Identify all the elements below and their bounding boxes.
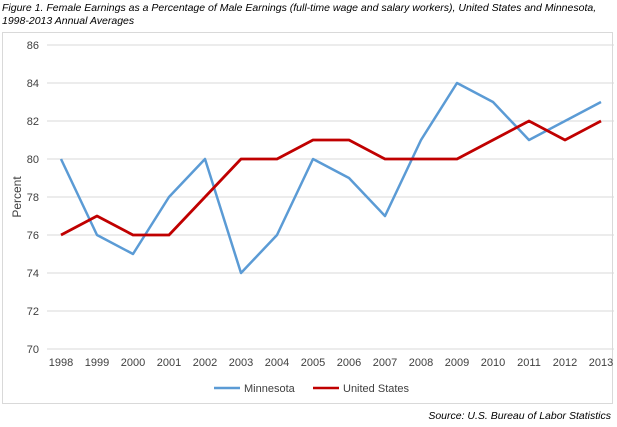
x-tick-label: 2001 [157, 357, 181, 369]
line-chart: 70 72 74 76 78 80 82 84 86 1998 1999 2000 2001 2002 2… [10, 40, 614, 395]
y-tick-label: 70 [27, 344, 39, 356]
y-tick-labels: 70 72 74 76 78 80 82 84 86 [27, 40, 39, 356]
x-tick-label: 2010 [481, 357, 505, 369]
figure-title: Figure 1. Female Earnings as a Percentag… [2, 2, 614, 28]
x-tick-label: 2000 [121, 357, 145, 369]
legend: Minnesota United States [214, 383, 410, 395]
y-axis-label: Percent [10, 176, 24, 218]
x-tick-label: 2009 [445, 357, 469, 369]
x-tick-labels: 1998 1999 2000 2001 2002 2003 2004 2005 2006 2007… [49, 357, 613, 369]
x-tick-label: 2013 [589, 357, 613, 369]
y-tick-label: 72 [27, 306, 39, 318]
x-tick-label: 2007 [373, 357, 397, 369]
y-tick-label: 76 [27, 230, 39, 242]
y-tick-label: 80 [27, 154, 39, 166]
x-tick-label: 2008 [409, 357, 433, 369]
figure-title-line-1: Figure 1. Female Earnings as a Percentag… [2, 2, 597, 14]
legend-label: Minnesota [244, 383, 296, 395]
y-tick-label: 84 [27, 78, 39, 90]
x-tick-label: 2012 [553, 357, 577, 369]
x-tick-label: 1998 [49, 357, 73, 369]
series-lines [59, 81, 602, 275]
y-tick-label: 78 [27, 192, 39, 204]
legend-label: United States [343, 383, 410, 395]
y-tick-label: 86 [27, 40, 39, 52]
x-tick-label: 1999 [85, 357, 109, 369]
x-tick-label: 2003 [229, 357, 253, 369]
x-tick-label: 2006 [337, 357, 361, 369]
gridlines [47, 44, 614, 350]
x-tick-label: 2005 [301, 357, 325, 369]
x-tick-label: 2011 [517, 357, 541, 369]
y-tick-label: 82 [27, 116, 39, 128]
figure-title-line-2: 1998-2013 Annual Averages [2, 15, 135, 27]
x-tick-label: 2002 [193, 357, 217, 369]
source-note: Source: U.S. Bureau of Labor Statistics [428, 410, 611, 422]
x-tick-label: 2004 [265, 357, 289, 369]
series-line-minnesota [59, 81, 602, 275]
series-line-united-states [60, 119, 602, 237]
chart-area: 70 72 74 76 78 80 82 84 86 1998 1999 2000 2001 2002 2… [2, 32, 614, 404]
y-tick-label: 74 [27, 268, 39, 280]
